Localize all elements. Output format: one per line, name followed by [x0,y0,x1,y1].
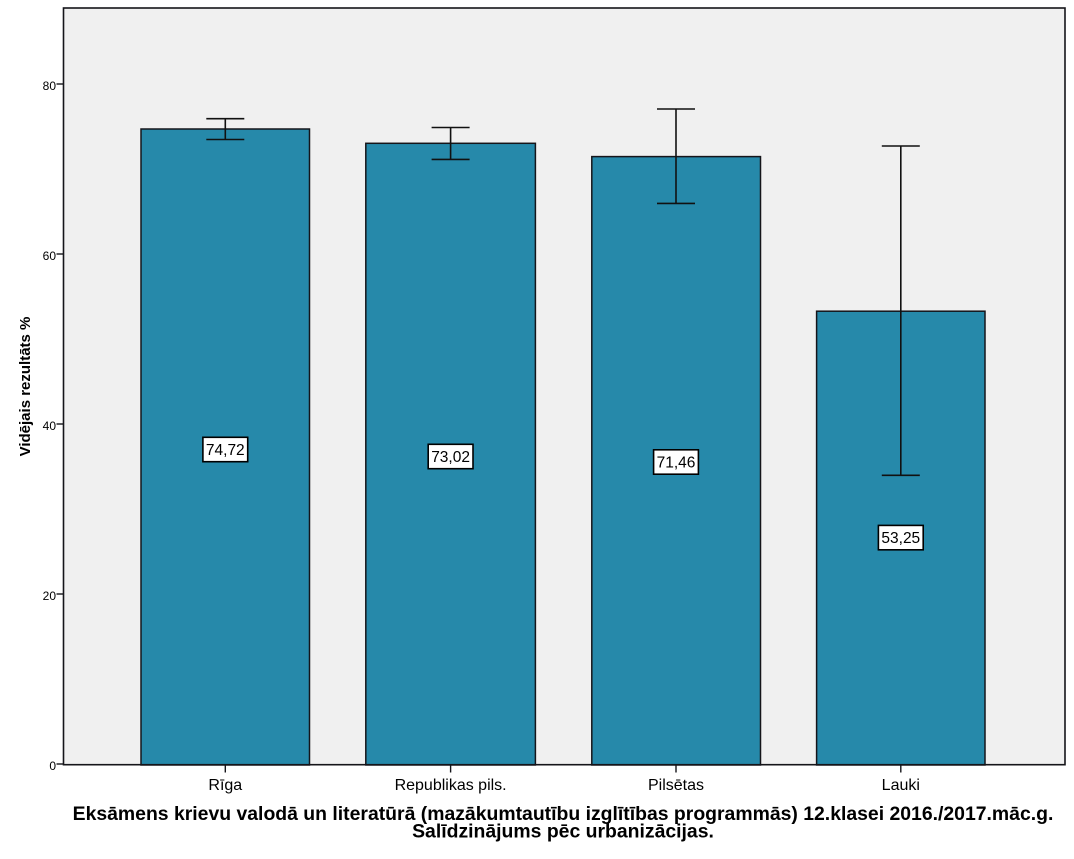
svg-text:60: 60 [43,249,57,263]
svg-text:Lauki: Lauki [882,777,920,794]
svg-text:Republikas pils.: Republikas pils. [395,777,507,794]
svg-text:80: 80 [43,79,57,93]
svg-text:Salīdzinājums pēc urbanizācija: Salīdzinājums pēc urbanizācijas. [412,821,714,843]
svg-text:Pilsētas: Pilsētas [648,777,704,794]
svg-text:Vidējais rezultāts %: Vidējais rezultāts % [17,317,34,457]
svg-text:Eksāmens krievu valodā un lite: Eksāmens krievu valodā un literatūrā (ma… [73,803,1054,825]
svg-text:40: 40 [43,419,57,433]
svg-text:73,02: 73,02 [431,449,470,466]
svg-text:53,25: 53,25 [881,530,920,547]
svg-text:74,72: 74,72 [206,442,245,459]
svg-text:Rīga: Rīga [208,777,242,794]
svg-text:20: 20 [43,589,57,603]
svg-text:0: 0 [49,759,56,773]
svg-text:71,46: 71,46 [657,455,696,472]
